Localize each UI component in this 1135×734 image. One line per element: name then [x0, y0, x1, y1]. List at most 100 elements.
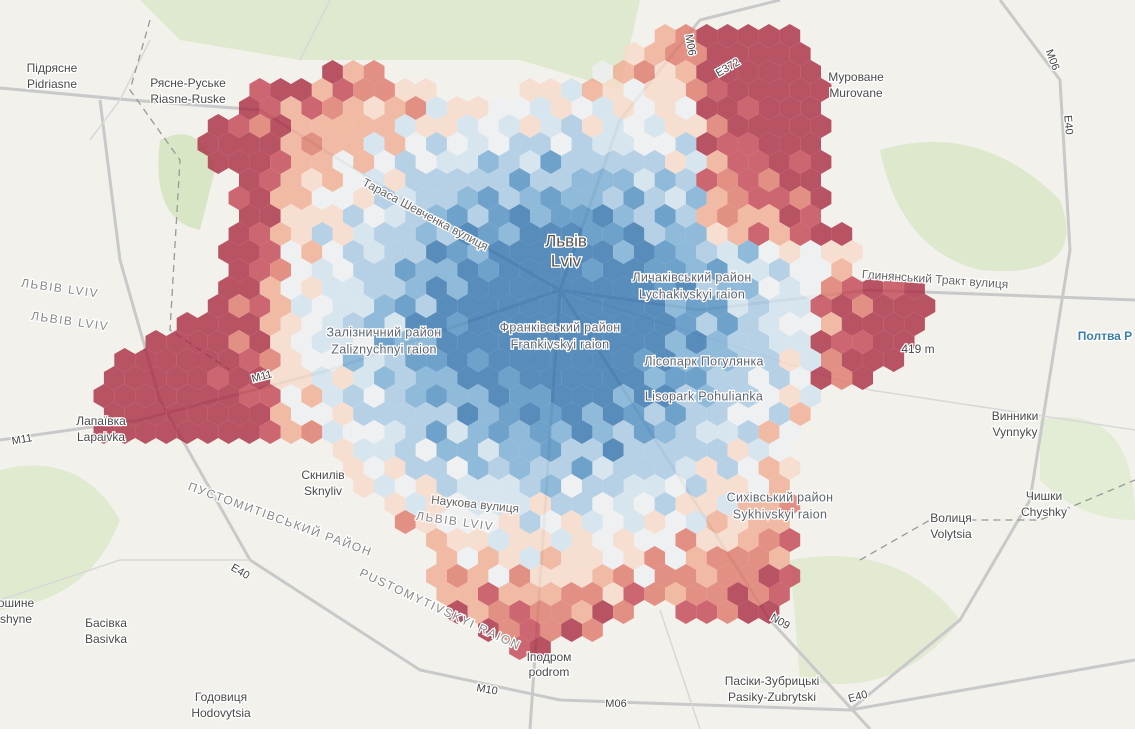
hex-cell: [665, 474, 686, 498]
hex-cell: [415, 330, 437, 354]
hex-cell: [914, 294, 936, 318]
hex-cell: [228, 402, 250, 426]
hex-cell: [239, 204, 260, 228]
hex-cell: [384, 420, 406, 444]
hex-cell: [800, 132, 821, 156]
hex-cell: [696, 528, 718, 552]
hex-cell: [706, 114, 728, 138]
hex-cell: [280, 276, 302, 300]
hex-cell: [457, 438, 478, 462]
hex-cell: [748, 114, 769, 138]
hex-cell: [550, 312, 572, 336]
hex-cell: [623, 42, 645, 66]
hex-cell: [675, 420, 697, 444]
hex-cell: [509, 636, 530, 660]
hex-cell: [280, 168, 302, 192]
hex-cell: [291, 402, 312, 426]
hex-cell: [218, 384, 239, 408]
hex-cell: [405, 420, 427, 444]
hex-cell: [228, 366, 250, 390]
hex-cell: [540, 618, 562, 642]
hex-cell: [467, 456, 489, 480]
hex-cell: [789, 150, 811, 174]
hex-cell: [415, 114, 437, 138]
hex-cell: [675, 384, 697, 408]
hex-cell: [592, 240, 614, 264]
hex-cell: [675, 60, 697, 84]
hex-cell: [415, 294, 437, 318]
hex-cell: [727, 474, 749, 498]
hex-cell: [769, 186, 790, 210]
hex-cell: [540, 402, 562, 426]
elevation-label: 419 m: [901, 342, 934, 356]
hex-cell: [779, 312, 801, 336]
hex-cell: [415, 186, 437, 210]
hex-cell: [384, 384, 406, 408]
hex-cell: [467, 348, 489, 372]
hex-cell: [561, 78, 582, 102]
hex-cell: [176, 312, 198, 336]
hex-cell: [426, 132, 447, 156]
hex-cell: [322, 312, 343, 336]
hex-cell: [758, 564, 780, 588]
hex-cell: [821, 348, 842, 372]
hex-cell: [810, 150, 832, 174]
hex-cell: [446, 240, 468, 264]
hex-cell: [571, 564, 593, 588]
hex-cell: [457, 402, 478, 426]
hex-cell: [530, 384, 551, 408]
hex-cell: [873, 294, 894, 318]
hex-cell: [831, 366, 853, 390]
hex-cell: [841, 312, 863, 336]
hex-cell: [467, 132, 489, 156]
hex-cell: [654, 132, 676, 156]
hex-cell: [374, 330, 395, 354]
hex-cell: [602, 294, 624, 318]
hex-cell: [706, 150, 728, 174]
hex-cell: [394, 150, 416, 174]
hex-cell: [685, 474, 707, 498]
hex-cell: [166, 402, 188, 426]
place-label: Chyshky: [1021, 505, 1067, 519]
hex-cell: [706, 330, 728, 354]
hex-cell: [633, 312, 655, 336]
hex-cell: [540, 78, 562, 102]
hex-cell: [540, 114, 562, 138]
hex-cell: [530, 132, 551, 156]
hex-cell: [602, 78, 624, 102]
hex-cell: [436, 510, 458, 534]
hex-cell: [800, 60, 821, 84]
hex-cell: [374, 258, 395, 282]
hex-cell: [207, 294, 229, 318]
hex-cell: [270, 366, 291, 390]
hex-cell: [685, 402, 707, 426]
hex-cell: [436, 582, 458, 606]
hex-cell: [789, 222, 811, 246]
hex-cell: [727, 42, 749, 66]
hex-cell: [737, 60, 759, 84]
hex-cell: [769, 330, 790, 354]
hex-cell: [374, 78, 395, 102]
hex-cell: [530, 240, 551, 264]
hex-cell: [478, 330, 499, 354]
hex-cell: [446, 96, 468, 120]
hex-cell: [332, 78, 354, 102]
hex-cell: [311, 366, 333, 390]
hex-cell: [582, 618, 603, 642]
hex-cell: [789, 366, 811, 390]
hex-cell: [239, 312, 260, 336]
hex-cell: [582, 294, 603, 318]
hex-cell: [602, 474, 624, 498]
hex-cell: [394, 474, 416, 498]
hex-cell: [769, 42, 790, 66]
hex-cell: [758, 312, 780, 336]
hex-cell: [582, 582, 603, 606]
hex-cell: [467, 420, 489, 444]
hex-cell: [789, 402, 811, 426]
hex-cell: [384, 312, 406, 336]
road-shield: E40: [1061, 115, 1075, 136]
hex-cell: [239, 348, 260, 372]
hex-cell: [384, 492, 406, 516]
hex-cell: [550, 600, 572, 624]
hex-cell: [426, 564, 447, 588]
